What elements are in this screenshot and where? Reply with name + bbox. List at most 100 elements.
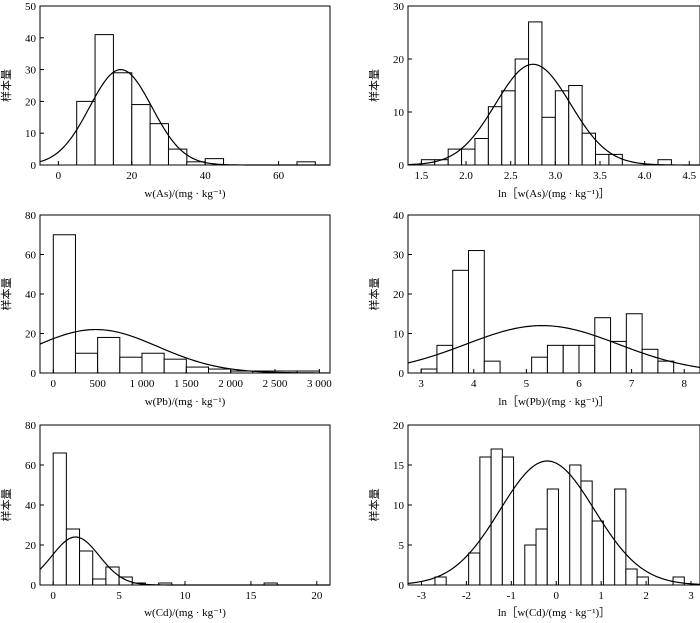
chart-ln-as: 1.5 2.0 2.5 3.0 3.5 4.0 4.5 0 10 20 30 样本量 ln［w(As)/… [367, 1, 700, 200]
histogram-bar [595, 153, 610, 166]
normal-fit-curve [407, 63, 700, 166]
histogram-bar [76, 100, 96, 166]
y-tick-label: 5 [399, 540, 405, 552]
chart-pb: 0 500 1 000 1 500 2 000 2 500 3 000 0 20 40 60 80 样本… [0, 210, 332, 408]
histogram-bar [554, 90, 570, 166]
histogram-bar [479, 456, 492, 586]
y-tick-label: 20 [25, 96, 37, 108]
normal-fit-curve [407, 325, 700, 369]
histogram-bar [474, 138, 489, 166]
x-tick-label: 6 [576, 378, 582, 390]
x-tick-label: 3.5 [593, 170, 607, 182]
histogram-bar [74, 352, 99, 374]
chart-cd: 0 5 10 15 20 0 20 40 60 80 样本量 w(Cd)/(mg · kg⁻¹) [0, 420, 331, 619]
histogram-bar [591, 520, 604, 586]
y-axis-label: 样本量 [367, 278, 381, 311]
x-axis-label: w(As)/(mg · kg⁻¹) [144, 188, 226, 200]
y-tick-label: 10 [393, 329, 405, 341]
y-axis-label: 样本量 [0, 278, 13, 311]
x-tick-label: 20 [126, 170, 138, 182]
histogram-bar [208, 368, 232, 374]
histogram-bar [672, 576, 685, 586]
x-tick-label: 1 [598, 590, 604, 602]
y-tick-label: 40 [25, 289, 37, 301]
x-tick-label: 500 [89, 378, 106, 390]
histogram-bar [468, 250, 485, 374]
histogram-bar [541, 116, 556, 166]
histogram-bar [434, 576, 447, 586]
histogram-bar [97, 336, 121, 374]
histogram-bar [535, 528, 548, 586]
plot-frame [39, 214, 331, 374]
x-tick-label: 3 [418, 378, 424, 390]
y-tick-label: 80 [25, 420, 37, 432]
histogram-bar [636, 576, 649, 586]
x-tick-label: 2 [643, 590, 649, 602]
y-tick-label: 40 [25, 500, 37, 512]
x-axis-label: w(Cd)/(mg · kg⁻¹) [144, 607, 226, 619]
histogram-bar [625, 313, 643, 374]
plot-frame [407, 5, 700, 166]
histogram-bar [163, 358, 187, 374]
y-tick-label: 20 [393, 54, 405, 66]
x-tick-label: 5 [116, 590, 122, 602]
histogram-bar [92, 578, 107, 586]
x-axis-label: ln［w(As)/(mg · kg⁻¹)］ [498, 187, 610, 200]
histogram-bar [149, 123, 169, 166]
histogram-bar [546, 488, 559, 586]
histogram-bar [578, 344, 596, 374]
histogram-bar [546, 344, 564, 374]
histogram-bar [562, 344, 580, 374]
x-tick-label: 2.0 [459, 170, 473, 182]
x-tick-label: 8 [681, 378, 687, 390]
x-tick-label: 10 [180, 590, 192, 602]
histogram-bar [490, 448, 503, 586]
histogram-bar [531, 356, 548, 374]
histogram-bar [501, 90, 516, 166]
x-tick-label: 1 500 [174, 378, 199, 390]
histogram-bar [141, 352, 165, 374]
histogram-bar [468, 552, 481, 586]
y-tick-label: 30 [393, 250, 405, 262]
x-tick-label: 3.0 [548, 170, 562, 182]
histogram-bar [483, 360, 501, 374]
x-tick-label: -1 [507, 590, 516, 602]
histogram-bar [167, 148, 188, 166]
x-axis-label: w(Pb)/(mg · kg⁻¹) [145, 396, 226, 408]
chart-as: 0 20 40 60 0 10 20 30 40 50 样本量 w(As)/(mg · kg⁻¹) [0, 1, 331, 200]
y-tick-label: 20 [393, 420, 405, 432]
y-axis-label: 样本量 [0, 69, 13, 102]
histogram-bar [568, 85, 583, 166]
x-tick-label: 40 [200, 170, 212, 182]
x-tick-label: 0 [50, 590, 56, 602]
x-tick-label: 0 [51, 378, 57, 390]
y-axis-label: 样本量 [367, 69, 381, 102]
x-tick-label: -3 [417, 590, 427, 602]
y-tick-label: 0 [399, 368, 405, 380]
y-tick-label: 0 [399, 580, 405, 592]
y-tick-label: 10 [393, 500, 405, 512]
histogram-bar [52, 234, 76, 374]
x-tick-label: 15 [245, 590, 257, 602]
histogram-bar [79, 550, 94, 586]
histogram-bar [625, 568, 638, 586]
y-tick-label: 10 [25, 128, 37, 140]
histogram-bar [420, 368, 438, 374]
y-tick-label: 40 [393, 210, 405, 222]
y-tick-label: 30 [393, 1, 405, 13]
x-tick-label: 1.5 [415, 170, 429, 182]
x-tick-label: 3 [688, 590, 694, 602]
histogram-bar [594, 317, 612, 374]
y-tick-label: 20 [25, 329, 37, 341]
histogram-bar [185, 366, 210, 374]
histogram-bar [119, 356, 143, 374]
x-axis-label: ln［w(Cd)/(mg · kg⁻¹)］ [498, 606, 610, 619]
plot-frame [39, 5, 331, 166]
histogram-bar [524, 544, 537, 586]
x-tick-label: 60 [273, 170, 285, 182]
y-tick-label: 60 [25, 460, 37, 472]
x-tick-label: 20 [311, 590, 323, 602]
y-tick-label: 80 [25, 210, 37, 222]
x-tick-label: 2.5 [504, 170, 518, 182]
